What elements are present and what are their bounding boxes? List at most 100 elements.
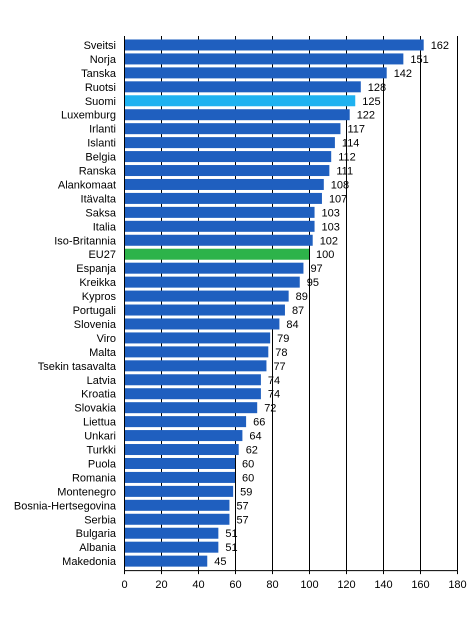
value-label: 57 [236,500,248,512]
bar [124,374,261,386]
x-tick-label: 80 [266,579,278,591]
value-label: 87 [292,305,304,317]
category-label: Latvia [87,375,117,387]
category-label: Albania [79,542,117,554]
bar [124,220,315,232]
category-label: Unkari [84,431,116,443]
bar [124,332,271,344]
x-axis: 0 20 40 60 80 100 120 140 160 180 [121,36,467,591]
bar [124,444,239,456]
value-label: 79 [277,333,289,345]
bar [124,346,269,358]
value-label: 97 [310,263,322,275]
value-label: 84 [286,319,298,331]
category-label: Bosnia-Hertsegovina [14,500,117,512]
category-label: Iso-Britannia [54,235,117,247]
category-label: Espanja [76,263,117,275]
bar [124,109,350,121]
category-label: Belgia [85,152,116,164]
category-label: Ranska [79,166,117,178]
value-label: 107 [329,193,347,205]
bar [124,248,309,260]
category-label: Ruotsi [85,82,116,94]
x-tick-label: 140 [374,579,392,591]
bar [124,151,332,163]
bar [124,416,247,428]
value-label: 112 [338,152,356,164]
value-label: 64 [249,431,261,443]
bars-group [124,39,424,567]
value-label: 74 [268,375,280,387]
bar [124,206,315,218]
value-label: 128 [368,82,386,94]
bar [124,527,219,539]
bar [124,430,243,442]
value-label: 74 [268,389,280,401]
category-label: Suomi [85,96,116,108]
category-label: Puola [88,458,117,470]
category-label: Portugali [73,305,116,317]
category-label: Sveitsi [84,40,116,52]
value-label: 45 [214,556,226,568]
value-label: 89 [296,291,308,303]
value-label: 72 [264,403,276,415]
bar [124,276,300,288]
value-label: 151 [410,54,428,66]
category-label: Kreikka [79,277,117,289]
category-label: Slovenia [74,319,117,331]
value-label: 57 [236,514,248,526]
value-label: 66 [253,417,265,429]
category-label: Irlanti [89,124,116,136]
category-label: Liettua [83,417,117,429]
value-label: 51 [225,528,237,540]
value-label: 102 [320,235,338,247]
value-label: 78 [275,347,287,359]
bar [124,318,280,330]
bar [124,499,230,511]
value-label: 162 [431,40,449,52]
x-tick-label: 0 [121,579,127,591]
x-tick-label: 180 [448,579,466,591]
bar [124,137,335,149]
bar [124,178,324,190]
category-label: Kypros [82,291,117,303]
bar [124,471,235,483]
bar [124,457,235,469]
value-label: 95 [307,277,319,289]
category-label: EU27 [88,249,116,261]
category-label: Slovakia [74,403,116,415]
x-tick-label: 40 [192,579,204,591]
category-label: Romania [72,472,117,484]
value-label: 111 [336,166,353,178]
category-label: Luxemburg [61,110,116,122]
x-tick-label: 60 [229,579,241,591]
bar [124,402,258,414]
bar [124,67,387,79]
value-label: 122 [357,110,375,122]
category-label: Saksa [85,207,116,219]
value-label: 114 [342,138,360,150]
category-label: Itävalta [81,193,117,205]
value-label: 60 [242,472,254,484]
x-tick-label: 100 [300,579,318,591]
value-label: 142 [394,68,412,80]
bar [124,360,267,372]
bar [124,81,361,93]
category-label: Bulgaria [76,528,117,540]
value-label: 62 [246,445,258,457]
bar [124,541,219,553]
category-label: Makedonia [62,556,117,568]
bar [124,262,304,274]
value-label: 125 [362,96,380,108]
bar [124,290,289,302]
value-label: 103 [322,221,340,233]
x-tick-label: 160 [411,579,429,591]
category-label: Tsekin tasavalta [38,361,117,373]
value-label: 108 [331,179,349,191]
value-label: 59 [240,486,252,498]
category-label: Kroatia [81,389,117,401]
category-label: Tanska [81,68,117,80]
category-label: Malta [89,347,117,359]
